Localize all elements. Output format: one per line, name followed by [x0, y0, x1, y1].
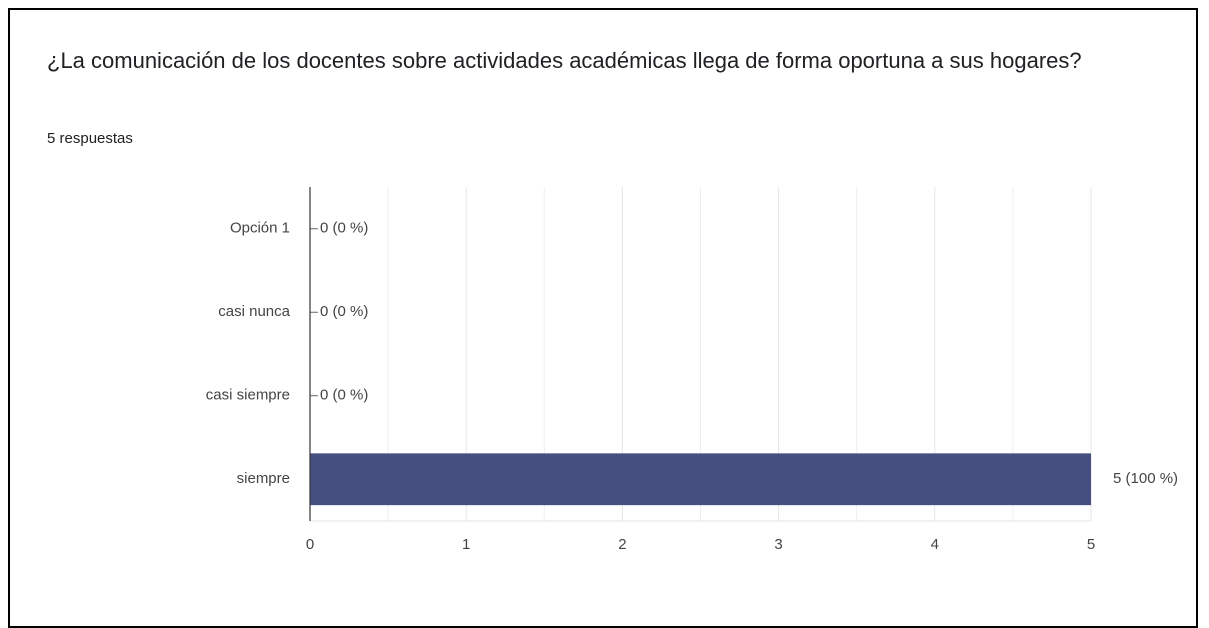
- value-label: 0 (0 %): [320, 387, 368, 404]
- page: ¿La comunicación de los docentes sobre a…: [8, 8, 1198, 628]
- y-tick-label: casi siempre: [206, 387, 290, 404]
- value-label: 0 (0 %): [320, 220, 368, 237]
- y-tick-label: siempre: [237, 470, 290, 487]
- x-tick-label: 4: [931, 536, 939, 553]
- bar: [310, 453, 1091, 506]
- chart-subtitle: 5 respuestas: [47, 130, 133, 147]
- x-tick-label: 5: [1087, 536, 1095, 553]
- x-tick-label: 1: [462, 536, 470, 553]
- x-tick-label: 0: [306, 536, 314, 553]
- chart: 0 1 2 3 4 5 Opción 1 0 (0 %) casi nunca 0 (0 %) ca…: [206, 187, 1178, 553]
- chart-title: ¿La comunicación de los docentes sobre a…: [47, 48, 1082, 73]
- y-tick-label: casi nunca: [218, 303, 290, 320]
- x-tick-label: 3: [774, 536, 782, 553]
- y-tick-label: Opción 1: [230, 220, 290, 237]
- value-label: 5 (100 %): [1113, 470, 1178, 487]
- value-label: 0 (0 %): [320, 303, 368, 320]
- x-tick-label: 2: [618, 536, 626, 553]
